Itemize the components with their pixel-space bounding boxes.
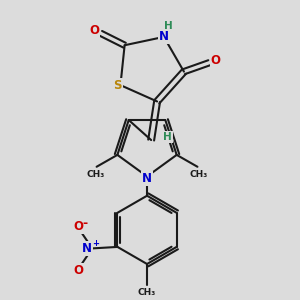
Text: O: O (73, 264, 83, 277)
Text: O: O (73, 220, 83, 233)
Text: N: N (159, 30, 169, 44)
Text: CH₃: CH₃ (86, 170, 104, 179)
Text: CH₃: CH₃ (138, 288, 156, 297)
Text: S: S (113, 79, 122, 92)
Text: -: - (82, 217, 88, 230)
Text: CH₃: CH₃ (190, 170, 208, 179)
Text: N: N (142, 172, 152, 185)
Text: +: + (92, 239, 99, 248)
Text: O: O (89, 25, 99, 38)
Text: O: O (211, 54, 221, 67)
Text: H: H (164, 21, 173, 31)
Text: H: H (163, 132, 172, 142)
Text: N: N (82, 242, 92, 255)
